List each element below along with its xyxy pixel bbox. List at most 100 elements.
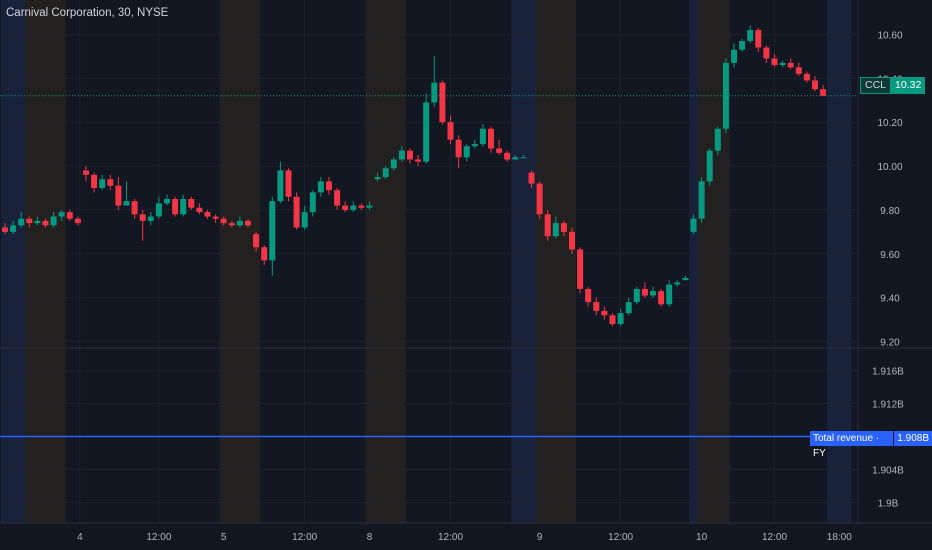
candle-body — [569, 231, 575, 250]
candle-body — [99, 179, 106, 188]
candle-body — [220, 218, 227, 224]
candle-body — [269, 201, 276, 261]
candle-body — [698, 181, 705, 219]
candle-body — [301, 212, 308, 228]
candle-body — [366, 205, 373, 208]
candle-body — [560, 223, 567, 232]
time-tick-label: 4 — [77, 532, 83, 543]
last-price-symbol: CCL — [860, 77, 892, 94]
candle-body — [26, 218, 33, 224]
candle-body — [277, 170, 284, 202]
candle-body — [706, 150, 713, 182]
candle-body — [2, 227, 8, 232]
price-tick-label: 9.80 — [880, 206, 900, 217]
candle-body — [164, 198, 170, 204]
candle-body — [431, 82, 438, 103]
candle-body — [342, 205, 349, 210]
time-tick-label: 12:00 — [146, 532, 171, 543]
candle-body — [544, 214, 551, 237]
candle-body — [625, 302, 632, 314]
candle-body — [382, 168, 389, 178]
candle-body — [690, 218, 697, 232]
candle-body — [326, 181, 332, 191]
candle-body — [42, 220, 49, 226]
candle-body — [172, 198, 179, 215]
candle-body — [139, 214, 146, 221]
candle-body — [795, 67, 802, 74]
candle-body — [285, 170, 292, 197]
candle-body — [763, 47, 770, 59]
time-tick-label: 12:00 — [292, 532, 317, 543]
candle-body — [293, 196, 300, 228]
candle-body — [641, 288, 648, 296]
candle-body — [650, 291, 656, 296]
candle-body — [180, 198, 187, 215]
revenue-tick-label: 1.916B — [872, 367, 904, 378]
candle-body — [488, 128, 494, 149]
candle-body — [463, 146, 470, 158]
candle-body — [358, 205, 365, 208]
last-price-value: 10.32 — [891, 77, 926, 94]
candle-body — [350, 205, 357, 210]
candle-body — [66, 212, 73, 219]
revenue-tick-label: 1.912B — [872, 400, 904, 411]
candle-body — [479, 128, 486, 145]
chart-title: Carnival Corporation, 30, NYSE — [6, 7, 169, 19]
candle-body — [609, 315, 616, 325]
last-price-tag: CCL 10.32 — [860, 77, 926, 94]
price-tick-label: 10.20 — [877, 118, 902, 129]
candle-body — [50, 216, 57, 226]
candle-body — [253, 234, 260, 248]
candle-body — [334, 190, 341, 206]
candle-body — [577, 249, 584, 289]
time-tick-label: 10 — [696, 532, 708, 543]
candle-body — [593, 302, 600, 311]
candle-body — [787, 62, 794, 68]
revenue-tag: Total revenue · FY 1.908B — [810, 431, 932, 459]
revenue-value: 1.908B — [893, 431, 932, 446]
candle-body — [18, 218, 25, 226]
candle-body — [471, 144, 478, 147]
candle-body — [455, 139, 462, 158]
candle-body — [155, 203, 162, 217]
time-tick-label: 18:00 — [827, 532, 852, 543]
candle-body — [407, 150, 413, 160]
candle-body — [552, 223, 559, 237]
candle-body — [123, 201, 130, 206]
candle-body — [317, 181, 324, 193]
candle-body — [633, 288, 640, 303]
candle-body — [658, 291, 665, 305]
candle-body — [261, 247, 268, 261]
candle-body — [682, 277, 689, 281]
candle-body — [83, 170, 89, 175]
candle-body — [423, 102, 430, 162]
candle-body — [34, 220, 41, 224]
candle-body — [820, 89, 827, 96]
candle-body — [188, 198, 195, 208]
candle-body — [212, 216, 219, 219]
session-band — [689, 0, 698, 523]
candle-body — [528, 172, 535, 184]
candle-body — [747, 29, 754, 41]
price-tick-label: 10.60 — [877, 30, 902, 41]
candle-body — [536, 183, 543, 215]
candle-body — [415, 159, 422, 162]
candle-body — [131, 201, 138, 215]
time-tick-label: 12:00 — [438, 532, 463, 543]
candle-body — [309, 192, 316, 213]
candle-body — [74, 218, 81, 224]
candle-body — [439, 82, 446, 123]
price-tick-label: 10.00 — [877, 162, 902, 173]
time-tick-label: 8 — [367, 532, 373, 543]
candle-body — [496, 148, 503, 153]
revenue-tick-label: 1.904B — [872, 465, 904, 476]
candle-body — [504, 152, 511, 160]
time-tick-label: 5 — [221, 532, 227, 543]
candle-body — [722, 62, 729, 129]
price-tick-label: 9.60 — [880, 250, 900, 261]
candle-body — [147, 216, 154, 221]
candle-body — [58, 212, 65, 217]
price-tick-label: 9.20 — [880, 338, 900, 349]
candle-body — [196, 207, 203, 213]
